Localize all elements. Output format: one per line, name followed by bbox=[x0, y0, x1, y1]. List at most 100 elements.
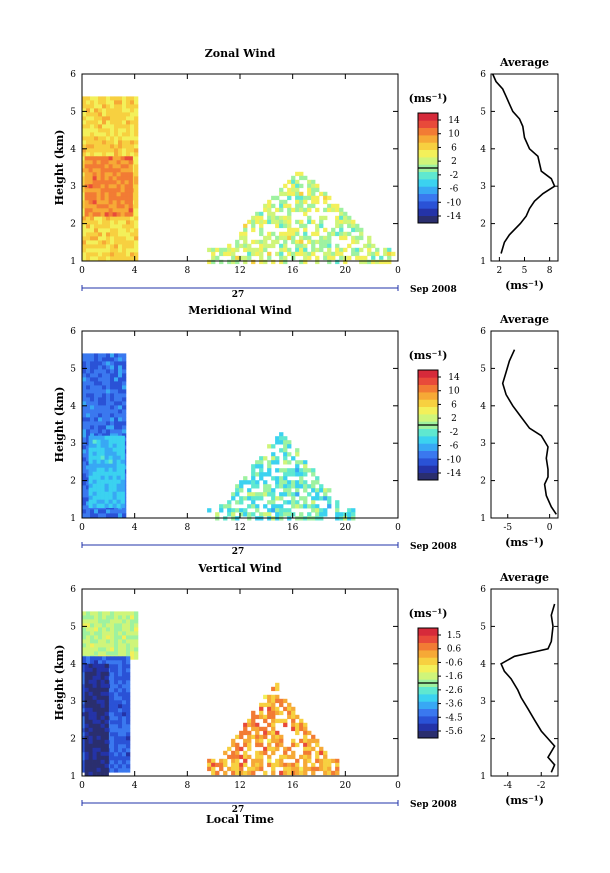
heatmap-cell bbox=[126, 684, 131, 689]
heatmap-cell bbox=[100, 667, 105, 673]
heatmap-cell bbox=[291, 762, 296, 768]
heatmap-cell bbox=[299, 726, 304, 732]
heatmap-cell bbox=[134, 611, 139, 616]
heatmap-cell bbox=[94, 513, 99, 518]
heatmap-cell bbox=[359, 259, 364, 265]
heatmap-cell bbox=[295, 195, 300, 201]
colorbar-swatch bbox=[418, 436, 438, 444]
colorbar-swatch bbox=[418, 201, 438, 209]
heatmap-cell bbox=[112, 204, 117, 209]
heatmap-cell bbox=[227, 766, 232, 772]
heatmap-cell bbox=[359, 231, 364, 237]
heatmap-cell bbox=[347, 231, 352, 237]
heatmap-cell bbox=[114, 627, 119, 632]
heatmap-cell bbox=[283, 448, 288, 453]
heatmap-cell bbox=[307, 195, 312, 201]
heatmap-cell bbox=[283, 235, 288, 241]
average-y-tick-label: 4 bbox=[480, 402, 486, 412]
heatmap-cell bbox=[363, 255, 368, 261]
heatmap-cell bbox=[122, 619, 127, 624]
heatmap-cell bbox=[88, 200, 93, 205]
heatmap-cell bbox=[122, 365, 127, 370]
heatmap-cell bbox=[275, 456, 280, 461]
heatmap-cell bbox=[134, 228, 139, 233]
heatmap-cell bbox=[283, 500, 288, 505]
heatmap-cell bbox=[126, 244, 131, 249]
heatmap-cell bbox=[86, 656, 91, 661]
heatmap-cell bbox=[118, 353, 123, 358]
heatmap-cell bbox=[96, 763, 101, 769]
heatmap-cell bbox=[106, 619, 111, 624]
heatmap-cell bbox=[82, 740, 87, 745]
heatmap-cell bbox=[279, 504, 284, 509]
heatmap-cell bbox=[110, 732, 115, 737]
colorbar-swatch bbox=[418, 127, 438, 136]
heatmap-cell bbox=[267, 468, 272, 473]
heatmap-cell bbox=[88, 743, 93, 749]
heatmap-cell bbox=[247, 742, 252, 748]
heatmap-cell bbox=[130, 252, 135, 257]
heatmap-cell bbox=[279, 484, 284, 489]
heatmap-cell bbox=[92, 168, 97, 173]
heatmap-cell bbox=[255, 460, 260, 465]
heatmap-cell bbox=[106, 244, 111, 249]
heatmap-cell bbox=[118, 357, 123, 362]
heatmap-cell bbox=[110, 377, 115, 382]
heatmap-cell bbox=[275, 758, 280, 764]
heatmap-cell bbox=[94, 112, 99, 117]
heatmap-cell bbox=[102, 639, 107, 644]
heatmap-cell bbox=[283, 239, 288, 245]
heatmap-cell bbox=[90, 252, 95, 257]
heatmap-cell bbox=[114, 764, 119, 769]
heatmap-cell bbox=[98, 361, 103, 366]
x-tick-label: 12 bbox=[234, 266, 245, 276]
heatmap-cell bbox=[98, 660, 103, 665]
heatmap-cell bbox=[88, 475, 93, 480]
heatmap-cell bbox=[243, 722, 248, 728]
heatmap-cell bbox=[120, 200, 125, 205]
heatmap-cell bbox=[82, 369, 87, 374]
heatmap-cell bbox=[106, 639, 111, 644]
heatmap-cell bbox=[96, 160, 101, 165]
heatmap-cell bbox=[110, 361, 115, 366]
heatmap-cell bbox=[279, 251, 284, 257]
heatmap-cell bbox=[327, 255, 332, 261]
heatmap-cell bbox=[82, 437, 87, 442]
heatmap-cell bbox=[347, 512, 352, 517]
heatmap-cell bbox=[295, 448, 300, 453]
heatmap-cell bbox=[211, 766, 216, 772]
heatmap-cell bbox=[251, 766, 256, 772]
heatmap-cell bbox=[130, 144, 135, 149]
colorbar-tick-label: -5.6 bbox=[445, 727, 463, 737]
heatmap-cell bbox=[267, 492, 272, 497]
heatmap-cell bbox=[339, 235, 344, 241]
heatmap-cell bbox=[94, 397, 99, 402]
heatmap-cell bbox=[295, 207, 300, 213]
heatmap-cell bbox=[211, 255, 216, 261]
heatmap-cell bbox=[283, 508, 288, 513]
heatmap-cell bbox=[84, 180, 89, 185]
heatmap-cell bbox=[94, 116, 99, 121]
heatmap-cell bbox=[126, 128, 131, 133]
heatmap-cell bbox=[239, 746, 244, 752]
heatmap-cell bbox=[106, 369, 111, 374]
heatmap-cell bbox=[347, 508, 352, 513]
heatmap-cell bbox=[102, 619, 107, 624]
heatmap-cell bbox=[134, 188, 139, 193]
heatmap-cell bbox=[108, 471, 113, 476]
heatmap-cell bbox=[114, 680, 119, 685]
heatmap-cell bbox=[323, 227, 328, 233]
heatmap-cell bbox=[351, 235, 356, 241]
heatmap-cell bbox=[122, 756, 127, 761]
heatmap-cell bbox=[122, 744, 127, 749]
heatmap-cell bbox=[120, 168, 125, 173]
heatmap-cell bbox=[118, 369, 123, 374]
heatmap-cell bbox=[122, 256, 127, 261]
heatmap-cell bbox=[96, 687, 101, 693]
heatmap-cell bbox=[82, 236, 87, 241]
heatmap-cell bbox=[110, 417, 115, 422]
average-y-tick-label: 6 bbox=[480, 327, 486, 337]
heatmap-cell bbox=[122, 643, 127, 648]
heatmap-cell bbox=[255, 758, 260, 764]
heatmap-cell bbox=[104, 707, 109, 713]
